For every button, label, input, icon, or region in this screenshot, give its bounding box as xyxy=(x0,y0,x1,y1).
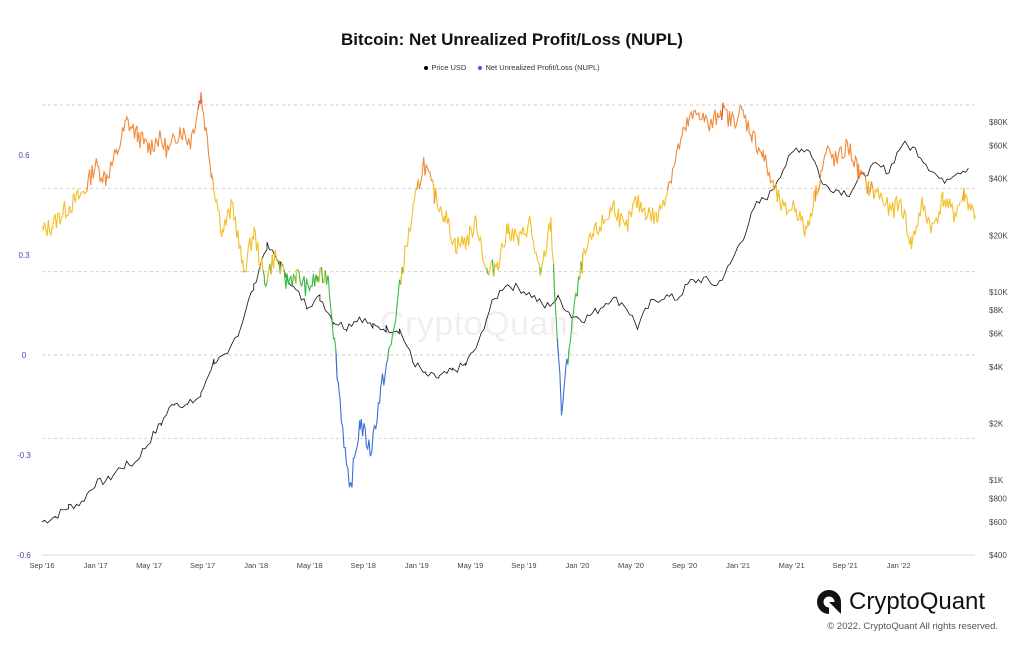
nupl-line-segment xyxy=(200,92,215,194)
y-right-tick-label: $6K xyxy=(989,330,1004,339)
x-tick-label: Jan '17 xyxy=(84,561,108,570)
price-usd-line xyxy=(41,140,969,524)
y-left-tick-label: -0.3 xyxy=(17,451,31,460)
y-right-tick-label: $600 xyxy=(989,518,1007,527)
x-tick-label: May '17 xyxy=(136,561,162,570)
x-tick-label: Jan '20 xyxy=(565,561,589,570)
nupl-line-segment xyxy=(297,267,321,297)
legend-label-price: Price USD xyxy=(431,63,467,72)
nupl-line-segment xyxy=(666,102,724,191)
x-tick-label: May '20 xyxy=(618,561,644,570)
nupl-line-segment xyxy=(402,179,419,274)
nupl-line-segment xyxy=(387,266,403,360)
nupl-line-segment xyxy=(41,178,89,238)
nupl-line-segment xyxy=(435,188,488,273)
x-tick-label: Sep '19 xyxy=(511,561,536,570)
y-right-tick-label: $8K xyxy=(989,306,1004,315)
x-tick-label: Jan '19 xyxy=(405,561,429,570)
x-tick-label: Sep '18 xyxy=(351,561,376,570)
y-right-tick-label: $80K xyxy=(989,118,1008,127)
nupl-line-segment xyxy=(722,102,775,191)
legend-item-nupl[interactable]: Net Unrealized Profit/Loss (NUPL) xyxy=(478,63,600,72)
x-tick-label: Jan '22 xyxy=(887,561,911,570)
nupl-line-segment xyxy=(335,348,390,488)
x-tick-label: Sep '17 xyxy=(190,561,215,570)
nupl-line-segment xyxy=(86,101,200,192)
nupl-line-segment xyxy=(817,138,868,194)
nupl-line-segment xyxy=(963,188,976,220)
nupl-line-segment xyxy=(244,226,265,276)
x-tick-label: Jan '18 xyxy=(244,561,268,570)
nupl-line-segment xyxy=(324,270,338,380)
x-tick-label: May '19 xyxy=(457,561,483,570)
brand-name: CryptoQuant xyxy=(849,588,986,615)
nupl-line-segment xyxy=(418,156,435,189)
legend-dot-price xyxy=(424,66,429,71)
y-left-tick-label: 0.6 xyxy=(18,151,30,160)
y-right-tick-label: $4K xyxy=(989,363,1004,372)
y-right-tick-label: $20K xyxy=(989,231,1008,240)
y-right-tick-label: $2K xyxy=(989,419,1004,428)
nupl-line-segment xyxy=(283,269,298,289)
y-right-tick-label: $1K xyxy=(989,476,1004,485)
nupl-line-segment xyxy=(581,182,670,274)
y-right-tick-label: $800 xyxy=(989,494,1007,503)
x-tick-label: Sep '16 xyxy=(29,561,54,570)
x-tick-label: Sep '20 xyxy=(672,561,697,570)
nupl-line-segment xyxy=(539,216,556,296)
nupl-line-segment xyxy=(775,184,817,237)
chart-title: Bitcoin: Net Unrealized Profit/Loss (NUP… xyxy=(341,30,683,49)
chart-legend: Price USD Net Unrealized Profit/Loss (NU… xyxy=(0,63,1024,72)
copyright-text: © 2022. CryptoQuant All rights reserved. xyxy=(827,621,998,632)
x-tick-label: Jan '21 xyxy=(726,561,750,570)
nupl-line-segment xyxy=(567,261,582,365)
y-left-tick-label: 0.3 xyxy=(18,251,30,260)
x-tick-label: Sep '21 xyxy=(833,561,858,570)
legend-dot-nupl xyxy=(478,66,483,71)
y-right-tick-label: $10K xyxy=(989,288,1008,297)
brand-logo: CryptoQuant xyxy=(815,588,985,616)
x-tick-label: May '18 xyxy=(297,561,323,570)
legend-item-price[interactable]: Price USD xyxy=(424,63,466,72)
y-left-tick-label: -0.6 xyxy=(17,551,31,560)
y-right-tick-label: $40K xyxy=(989,175,1008,184)
nupl-line-segment xyxy=(872,186,965,250)
legend-label-nupl: Net Unrealized Profit/Loss (NUPL) xyxy=(485,63,600,72)
y-right-tick-label: $400 xyxy=(989,551,1007,560)
x-tick-label: May '21 xyxy=(779,561,805,570)
nupl-line-segment xyxy=(556,338,570,416)
y-right-tick-label: $60K xyxy=(989,142,1008,151)
watermark-text: CryptoQuant xyxy=(380,305,579,343)
nupl-line-segment xyxy=(212,180,246,273)
y-left-tick-label: 0 xyxy=(22,351,27,360)
brand-mark-icon xyxy=(815,588,843,616)
nupl-line-segment xyxy=(493,215,541,277)
